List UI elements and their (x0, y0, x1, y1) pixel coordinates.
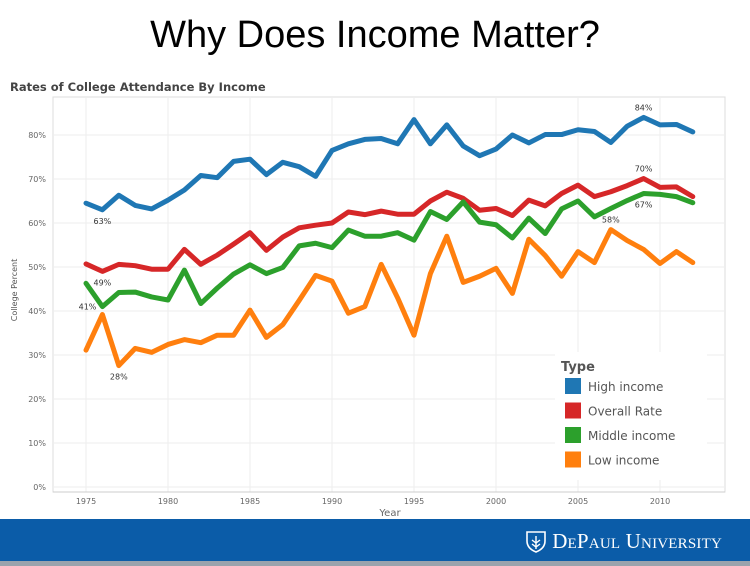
data-label: 41% (79, 303, 97, 312)
x-tick-label: 2010 (650, 497, 670, 506)
data-label: 49% (94, 278, 112, 287)
data-label: 84% (635, 103, 653, 112)
legend-swatch (565, 427, 581, 443)
y-tick-label: 80% (28, 131, 46, 140)
y-axis-label: College Percent (10, 259, 19, 322)
legend-title: Type (561, 360, 595, 375)
y-tick-label: 30% (28, 351, 46, 360)
data-label: 58% (602, 216, 620, 225)
slide-title: Why Does Income Matter? (150, 14, 600, 56)
y-tick-label: 60% (28, 219, 46, 228)
x-tick-label: 1985 (240, 497, 260, 506)
x-tick-label: 1975 (76, 497, 96, 506)
chart-title: Rates of College Attendance By Income (10, 80, 266, 94)
legend-label: High income (588, 380, 663, 394)
footer-strip (0, 561, 750, 566)
x-axis-label: Year (378, 508, 401, 519)
y-tick-label: 70% (28, 175, 46, 184)
data-label: 28% (110, 373, 128, 382)
data-label: 67% (635, 201, 653, 210)
legend-label: Middle income (588, 429, 675, 443)
y-tick-label: 10% (28, 439, 46, 448)
depaul-logo: DePaul University (526, 529, 722, 554)
series-line-overall-rate (83, 176, 696, 274)
series-line-middle-income (83, 191, 696, 310)
legend-label: Overall Rate (588, 405, 662, 419)
legend-swatch (565, 402, 581, 419)
y-tick-label: 40% (28, 307, 46, 316)
footer-bar: DePaul University (0, 519, 750, 561)
legend-label: Low income (588, 454, 659, 468)
x-tick-label: 1980 (158, 497, 178, 506)
y-tick-label: 0% (33, 483, 46, 492)
depaul-shield-icon (526, 530, 546, 553)
x-tick-label: 1995 (404, 497, 424, 506)
x-tick-label: 1990 (322, 497, 342, 506)
y-tick-label: 50% (28, 263, 46, 272)
line-chart: Rates of College Attendance By Income 0%… (10, 80, 726, 519)
series-line-low-income (83, 227, 696, 369)
legend-swatch (565, 378, 581, 394)
y-tick-label: 20% (28, 395, 46, 404)
data-label: 70% (635, 165, 653, 174)
series-line-high-income (83, 114, 696, 213)
data-label: 63% (94, 217, 112, 226)
x-tick-label: 2005 (568, 497, 588, 506)
legend-swatch (565, 451, 581, 468)
x-tick-label: 2000 (486, 497, 506, 506)
